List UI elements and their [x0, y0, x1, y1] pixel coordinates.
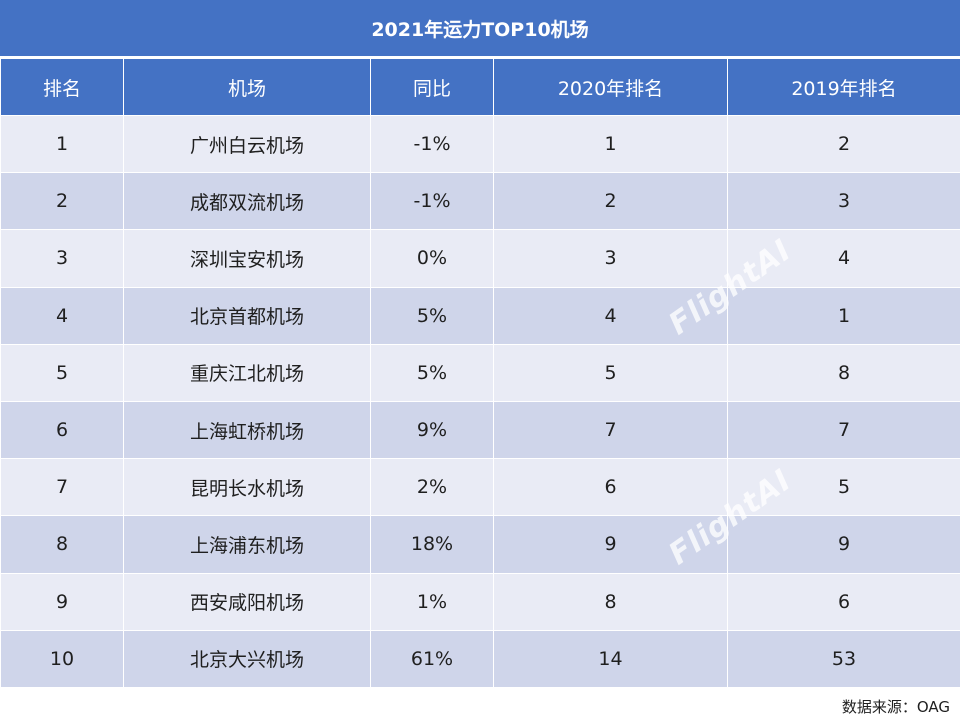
table-row: 5 重庆江北机场 5% 5 8 [0, 343, 960, 402]
cell-yoy: 61% [370, 629, 494, 688]
header-airport: 机场 [123, 58, 371, 116]
cell-rank-2020: 2 [493, 172, 728, 231]
cell-rank-2020: 7 [493, 400, 728, 460]
cell-rank-2020: 4 [493, 286, 728, 345]
table-row: 10 北京大兴机场 61% 14 53 [0, 629, 960, 688]
cell-rank: 10 [0, 629, 124, 688]
cell-airport: 深圳宝安机场 [123, 229, 371, 288]
cell-rank-2019: 5 [727, 458, 960, 517]
cell-airport: 北京首都机场 [123, 286, 371, 345]
cell-rank-2019: 9 [727, 515, 960, 574]
cell-airport: 北京大兴机场 [123, 629, 371, 688]
table-row: 7 昆明长水机场 2% 6 5 [0, 458, 960, 517]
cell-airport: 成都双流机场 [123, 172, 371, 231]
cell-rank-2020: 3 [493, 229, 728, 288]
cell-airport: 昆明长水机场 [123, 458, 371, 517]
cell-yoy: -1% [370, 172, 494, 231]
table-row: 3 深圳宝安机场 0% 3 4 [0, 229, 960, 288]
cell-rank-2020: 14 [493, 629, 728, 688]
cell-airport: 广州白云机场 [123, 114, 371, 174]
cell-rank: 2 [0, 172, 124, 231]
cell-yoy: 0% [370, 229, 494, 288]
cell-rank-2019: 7 [727, 400, 960, 460]
cell-rank-2019: 53 [727, 629, 960, 688]
cell-yoy: 5% [370, 343, 494, 402]
table-row: 2 成都双流机场 -1% 2 3 [0, 172, 960, 231]
cell-rank-2019: 1 [727, 286, 960, 345]
header-rank-2019: 2019年排名 [727, 58, 960, 116]
cell-rank-2019: 3 [727, 172, 960, 231]
cell-airport: 重庆江北机场 [123, 343, 371, 402]
cell-rank-2019: 8 [727, 343, 960, 402]
cell-rank-2020: 6 [493, 458, 728, 517]
data-source-note: 数据来源：OAG [841, 698, 950, 716]
table-title: 2021年运力TOP10机场 [0, 0, 960, 58]
cell-yoy: 5% [370, 286, 494, 345]
cell-rank: 9 [0, 572, 124, 631]
cell-rank-2020: 9 [493, 515, 728, 574]
cell-rank: 5 [0, 343, 124, 402]
cell-yoy: -1% [370, 114, 494, 174]
cell-rank: 1 [0, 114, 124, 174]
cell-yoy: 18% [370, 515, 494, 574]
header-yoy: 同比 [370, 58, 494, 116]
cell-yoy: 9% [370, 400, 494, 460]
table-row: 8 上海浦东机场 18% 9 9 [0, 515, 960, 574]
header-row: 排名 机场 同比 2020年排名 2019年排名 [0, 58, 960, 116]
cell-rank-2019: 6 [727, 572, 960, 631]
table-row: 6 上海虹桥机场 9% 7 7 [0, 400, 960, 460]
cell-rank: 8 [0, 515, 124, 574]
header-rank-2020: 2020年排名 [493, 58, 728, 116]
cell-yoy: 1% [370, 572, 494, 631]
ranking-table: 排名 机场 同比 2020年排名 2019年排名 1 广州白云机场 -1% 1 2 2 成都… [0, 58, 960, 688]
cell-airport: 上海虹桥机场 [123, 400, 371, 460]
cell-rank-2020: 5 [493, 343, 728, 402]
cell-rank-2019: 2 [727, 114, 960, 174]
cell-airport: 西安咸阳机场 [123, 572, 371, 631]
cell-rank-2020: 1 [493, 114, 728, 174]
header-rank: 排名 [0, 58, 124, 116]
table-row: 1 广州白云机场 -1% 1 2 [0, 114, 960, 174]
table-row: 4 北京首都机场 5% 4 1 [0, 286, 960, 345]
cell-rank-2020: 8 [493, 572, 728, 631]
cell-airport: 上海浦东机场 [123, 515, 371, 574]
cell-rank: 4 [0, 286, 124, 345]
cell-rank: 3 [0, 229, 124, 288]
cell-rank: 7 [0, 458, 124, 517]
table-row: 9 西安咸阳机场 1% 8 6 [0, 572, 960, 631]
cell-yoy: 2% [370, 458, 494, 517]
cell-rank: 6 [0, 400, 124, 460]
cell-rank-2019: 4 [727, 229, 960, 288]
